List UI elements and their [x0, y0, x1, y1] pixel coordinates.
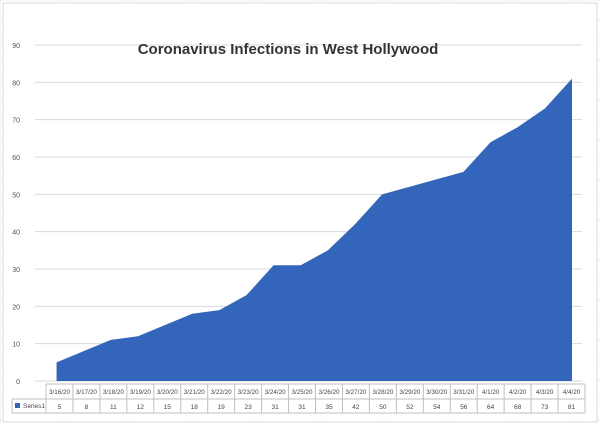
- data-label: 54: [433, 404, 441, 411]
- y-tick-label: 40: [12, 230, 20, 237]
- y-tick-label: 90: [12, 43, 20, 50]
- y-tick-label: 20: [12, 304, 20, 311]
- y-tick-label: 30: [12, 267, 20, 274]
- y-tick-label: 80: [12, 80, 20, 87]
- y-tick-label: 60: [12, 155, 20, 162]
- data-label: 19: [218, 404, 226, 411]
- x-tick-label: 3/31/20: [453, 389, 475, 396]
- x-tick-label: 4/3/20: [536, 389, 554, 396]
- x-tick-label: 3/19/20: [130, 389, 152, 396]
- x-tick-label: 3/21/20: [184, 389, 206, 396]
- x-tick-label: 3/20/20: [157, 389, 179, 396]
- x-tick-label: 4/2/20: [509, 389, 527, 396]
- x-tick-label: 3/29/20: [399, 389, 421, 396]
- y-axis: 0 10 20 30 40 50 60 70 80 90: [12, 43, 20, 386]
- x-tick-label: 3/16/20: [49, 389, 71, 396]
- data-table: Series1 3/16/20 5 3/17/20 8 3/18/20 11 3/19/20 1…: [11, 383, 586, 414]
- data-label: 18: [191, 404, 199, 411]
- x-tick-label: 3/28/20: [372, 389, 394, 396]
- y-tick-label: 10: [12, 342, 20, 349]
- x-tick-label: 3/17/20: [76, 389, 98, 396]
- x-tick-label: 3/26/20: [318, 389, 340, 396]
- data-label: 50: [379, 404, 387, 411]
- chart-title: Coronavirus Infections in West Hollywood: [138, 41, 439, 58]
- data-label: 31: [271, 404, 279, 411]
- x-tick-label: 4/1/20: [482, 389, 500, 396]
- legend-swatch: [15, 403, 20, 408]
- data-label: 64: [487, 404, 495, 411]
- y-tick-label: 0: [16, 379, 20, 386]
- data-label: 68: [514, 404, 522, 411]
- data-label: 8: [85, 404, 89, 411]
- x-tick-label: 3/25/20: [292, 389, 314, 396]
- x-tick-label: 3/23/20: [238, 389, 260, 396]
- data-label: 23: [245, 404, 253, 411]
- y-tick-label: 70: [12, 118, 20, 125]
- x-tick-label: 3/27/20: [345, 389, 367, 396]
- x-tick-label: 3/24/20: [265, 389, 287, 396]
- x-tick-label: 3/30/20: [426, 389, 448, 396]
- series-area: [56, 78, 573, 381]
- data-label: 15: [164, 404, 172, 411]
- x-tick-label: 3/18/20: [103, 389, 125, 396]
- data-label: 81: [568, 404, 576, 411]
- data-label: 5: [58, 404, 62, 411]
- data-label: 56: [460, 404, 468, 411]
- data-label: 35: [325, 404, 333, 411]
- data-label: 31: [298, 404, 306, 411]
- legend-series-name: Series1: [23, 403, 45, 410]
- x-tick-label: 3/22/20: [211, 389, 233, 396]
- data-label: 52: [406, 404, 414, 411]
- data-label: 11: [110, 404, 117, 411]
- x-tick-label: 4/4/20: [563, 389, 581, 396]
- y-tick-label: 50: [12, 192, 20, 199]
- data-label: 42: [352, 404, 360, 411]
- data-label: 12: [137, 404, 145, 411]
- data-label: 73: [541, 404, 549, 411]
